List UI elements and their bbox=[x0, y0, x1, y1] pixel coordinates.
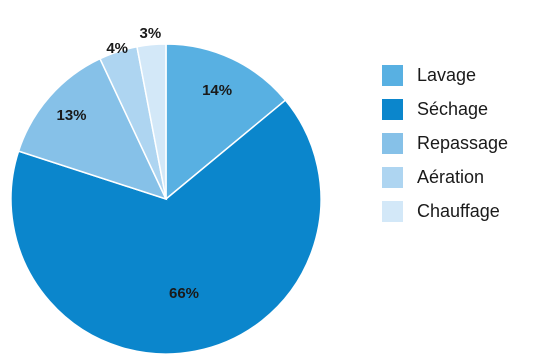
pie-slice-sechage bbox=[10, 99, 322, 354]
legend: Lavage Séchage Repassage Aération Chauff… bbox=[382, 58, 508, 228]
pie-label-aeration: 4% bbox=[106, 40, 128, 57]
pie-label-sechage: 66% bbox=[169, 285, 199, 302]
legend-item-chauffage: Chauffage bbox=[382, 194, 508, 228]
legend-swatch-repassage bbox=[382, 132, 403, 154]
pie-label-lavage: 14% bbox=[202, 82, 232, 99]
legend-swatch-sechage bbox=[382, 98, 403, 120]
legend-item-sechage: Séchage bbox=[382, 92, 508, 126]
legend-label-repassage: Repassage bbox=[417, 132, 509, 153]
pie-label-chauffage: 3% bbox=[140, 25, 162, 42]
legend-swatch-aeration bbox=[382, 166, 403, 188]
legend-label-sechage: Séchage bbox=[417, 98, 489, 119]
pie-label-repassage: 13% bbox=[56, 107, 86, 124]
pie-slice-repassage bbox=[17, 57, 168, 201]
legend-label-aeration: Aération bbox=[417, 166, 485, 187]
legend-item-repassage: Repassage bbox=[382, 126, 508, 160]
legend-label-chauffage: Chauffage bbox=[417, 200, 500, 221]
pie-slice-chauffage bbox=[136, 43, 167, 200]
legend-item-lavage: Lavage bbox=[382, 58, 508, 92]
legend-label-lavage: Lavage bbox=[417, 64, 477, 85]
legend-swatch-lavage bbox=[382, 64, 403, 86]
legend-item-aeration: Aération bbox=[382, 160, 508, 194]
pie-slice-lavage bbox=[165, 43, 287, 201]
legend-swatch-chauffage bbox=[382, 200, 403, 222]
